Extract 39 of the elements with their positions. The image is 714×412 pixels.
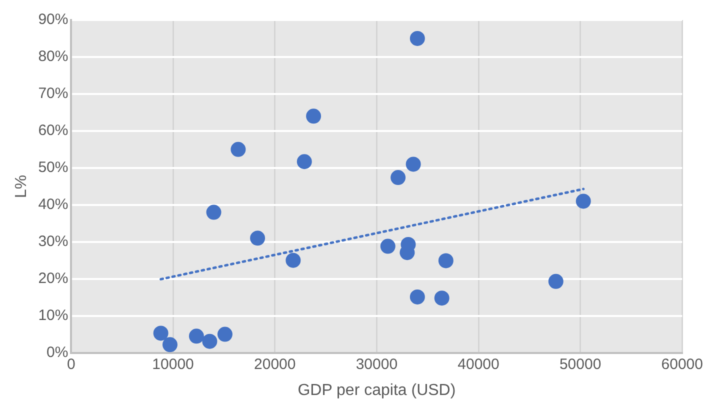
point (202, 334, 218, 349)
x-tick-label: 20000 (254, 356, 296, 373)
y-tick-label: 0% (46, 344, 68, 361)
point (410, 289, 425, 304)
y-tick-label: 90% (38, 11, 68, 28)
y-tick-label: 30% (38, 233, 68, 250)
x-tick-label: 60000 (661, 356, 704, 373)
point (548, 274, 564, 289)
point (286, 252, 301, 268)
x-tick-label: 30000 (356, 356, 398, 373)
x-tick-label: 40000 (458, 356, 500, 373)
point (380, 238, 396, 254)
y-tick-label: 40% (38, 196, 68, 214)
y-tick-label: 60% (38, 122, 68, 140)
point (162, 337, 178, 352)
x-tick-label: 10000 (152, 356, 194, 373)
x-axis-title: GDP per capita (USD) (298, 382, 456, 399)
y-tick-label: 20% (38, 270, 68, 287)
point (306, 108, 322, 124)
point (410, 30, 425, 46)
y-axis-title: L% (13, 174, 30, 198)
point (438, 253, 454, 268)
y-tick-label: 10% (38, 306, 68, 324)
point (406, 156, 421, 172)
point (296, 154, 312, 170)
point (188, 328, 204, 344)
point (434, 290, 450, 306)
y-tick-label: 80% (38, 48, 68, 66)
x-tick-label: 0 (67, 356, 76, 373)
point (390, 170, 406, 186)
y-tick-label: 70% (38, 85, 68, 102)
y-tick-label: 50% (38, 159, 68, 176)
point (576, 194, 591, 209)
x-tick-label: 50000 (559, 356, 602, 373)
point (250, 230, 266, 246)
point (217, 326, 232, 342)
point (230, 142, 246, 157)
point (206, 204, 222, 220)
point (153, 326, 168, 341)
